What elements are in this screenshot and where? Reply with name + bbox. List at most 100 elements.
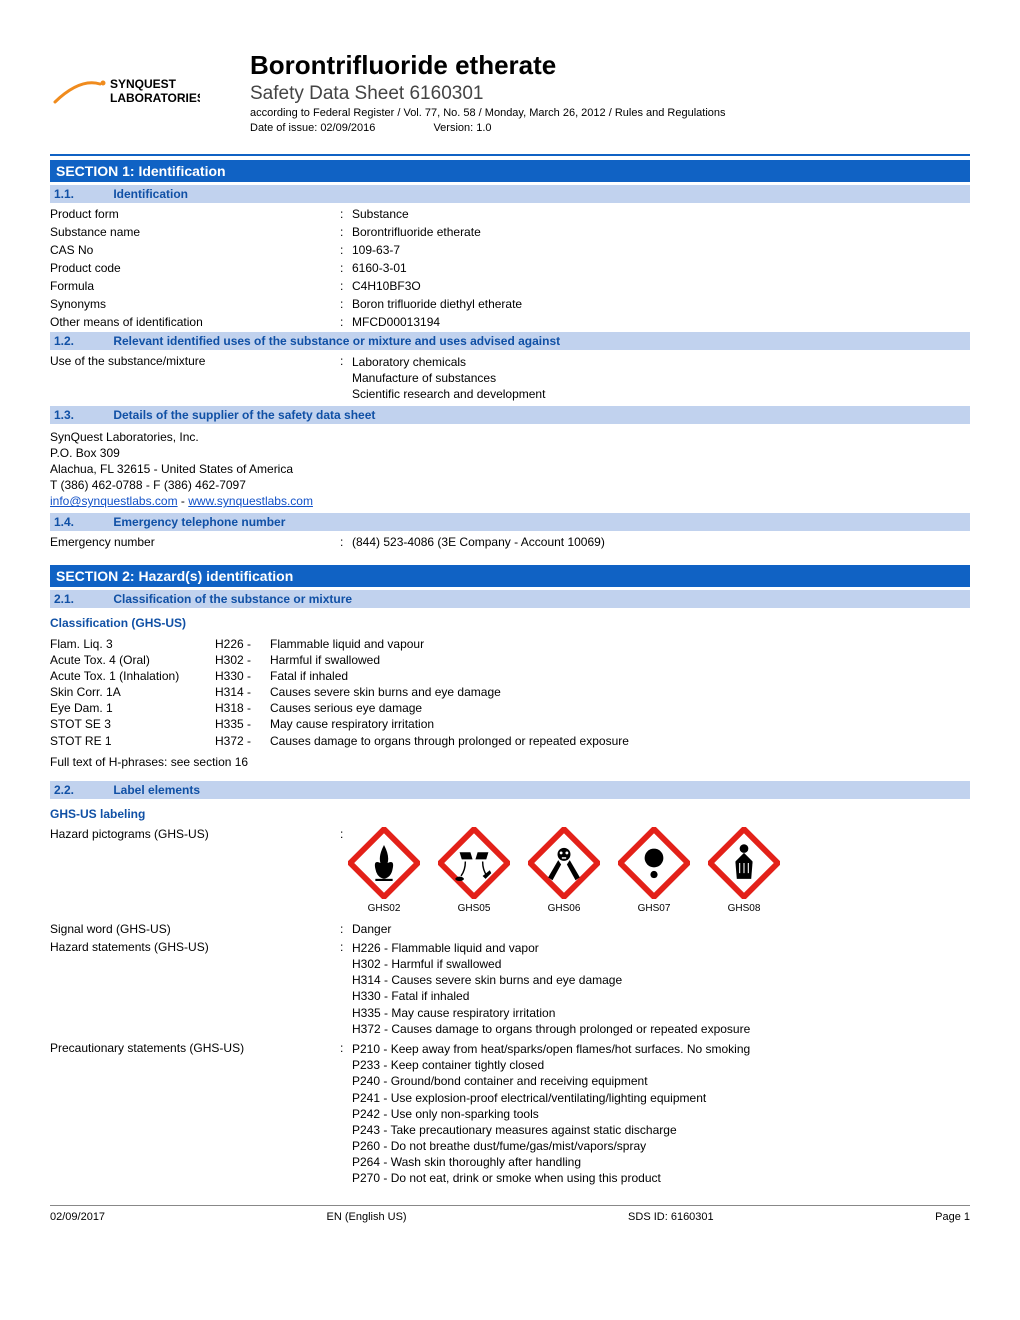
- subsection-2-2: 2.2. Label elements: [50, 781, 970, 799]
- row-product-code: Product code : 6160-3-01: [50, 261, 970, 275]
- hazard-statement: H226 - Flammable liquid and vapor: [352, 940, 970, 956]
- subsection-1-2: 1.2. Relevant identified uses of the sub…: [50, 332, 970, 350]
- row-pictograms: Hazard pictograms (GHS-US) : GHS02GHS05G…: [50, 827, 970, 914]
- classification-heading: Classification (GHS-US): [50, 616, 970, 630]
- classification-row: Flam. Liq. 3H226 -Flammable liquid and v…: [50, 636, 970, 652]
- issue-line: Date of issue: 02/09/2016 Version: 1.0: [250, 122, 970, 134]
- class-hcode: H226 -: [215, 636, 270, 652]
- class-category: STOT RE 1: [50, 733, 215, 749]
- footer-page: Page 1: [935, 1211, 970, 1223]
- row-substance-name: Substance name : Borontrifluoride ethera…: [50, 225, 970, 239]
- version: Version: 1.0: [433, 122, 491, 134]
- logo-block: SYNQUEST LABORATORIES: [50, 50, 250, 113]
- precautionary-statement: P242 - Use only non-sparking tools: [352, 1106, 970, 1122]
- pictogram-label: GHS07: [618, 903, 690, 914]
- class-desc: Causes serious eye damage: [270, 700, 422, 716]
- pictogram-ghs06: GHS06: [528, 827, 600, 914]
- hazard-statement: H335 - May cause respiratory irritation: [352, 1005, 970, 1021]
- class-category: STOT SE 3: [50, 716, 215, 732]
- class-category: Flam. Liq. 3: [50, 636, 215, 652]
- supplier-web-link[interactable]: www.synquestlabs.com: [188, 494, 313, 508]
- class-desc: Causes severe skin burns and eye damage: [270, 684, 501, 700]
- subsection-1-1: 1.1. Identification: [50, 185, 970, 203]
- row-synonyms: Synonyms : Boron trifluoride diethyl eth…: [50, 297, 970, 311]
- fulltext-note: Full text of H-phrases: see section 16: [50, 755, 970, 769]
- document-subtitle: Safety Data Sheet 6160301: [250, 83, 970, 105]
- pictogram-ghs02: GHS02: [348, 827, 420, 914]
- class-desc: Causes damage to organs through prolonge…: [270, 733, 629, 749]
- class-desc: Fatal if inhaled: [270, 668, 348, 684]
- class-category: Acute Tox. 4 (Oral): [50, 652, 215, 668]
- class-category: Acute Tox. 1 (Inhalation): [50, 668, 215, 684]
- precautionary-statement: P270 - Do not eat, drink or smoke when u…: [352, 1170, 970, 1186]
- row-product-form: Product form : Substance: [50, 207, 970, 221]
- label: Product form: [50, 207, 340, 221]
- row-hazard-statements: Hazard statements (GHS-US) : H226 - Flam…: [50, 940, 970, 1037]
- section-2-header: SECTION 2: Hazard(s) identification: [50, 565, 970, 587]
- row-emergency: Emergency number : (844) 523-4086 (3E Co…: [50, 535, 970, 549]
- class-desc: May cause respiratory irritation: [270, 716, 434, 732]
- precautionary-statement: P240 - Ground/bond container and receivi…: [352, 1073, 970, 1089]
- precautionary-statement: P260 - Do not breathe dust/fume/gas/mist…: [352, 1138, 970, 1154]
- ghs-pictogram-icon: [618, 827, 690, 899]
- issue-date: Date of issue: 02/09/2016: [250, 122, 375, 134]
- class-category: Eye Dam. 1: [50, 700, 215, 716]
- pictogram-label: GHS08: [708, 903, 780, 914]
- footer-lang: EN (English US): [327, 1211, 407, 1223]
- class-desc: Harmful if swallowed: [270, 652, 380, 668]
- classification-row: Skin Corr. 1AH314 -Causes severe skin bu…: [50, 684, 970, 700]
- pictogram-label: GHS05: [438, 903, 510, 914]
- logo-text-2: LABORATORIES: [110, 91, 200, 105]
- page-footer: 02/09/2017 EN (English US) SDS ID: 61603…: [50, 1205, 970, 1223]
- precautionary-statement: P241 - Use explosion-proof electrical/ve…: [352, 1090, 970, 1106]
- class-hcode: H302 -: [215, 652, 270, 668]
- ghs-pictogram-icon: [528, 827, 600, 899]
- hazard-statement: H302 - Harmful if swallowed: [352, 956, 970, 972]
- subsection-1-4: 1.4. Emergency telephone number: [50, 513, 970, 531]
- class-hcode: H318 -: [215, 700, 270, 716]
- document-header: SYNQUEST LABORATORIES Borontrifluoride e…: [50, 50, 970, 134]
- pictogram-label: GHS02: [348, 903, 420, 914]
- row-formula: Formula : C4H10BF3O: [50, 279, 970, 293]
- supplier-email-link[interactable]: info@synquestlabs.com: [50, 494, 178, 508]
- pictogram-ghs05: GHS05: [438, 827, 510, 914]
- regulation-line: according to Federal Register / Vol. 77,…: [250, 107, 970, 119]
- classification-row: Acute Tox. 1 (Inhalation)H330 -Fatal if …: [50, 668, 970, 684]
- precautionary-statement: P264 - Wash skin thoroughly after handli…: [352, 1154, 970, 1170]
- value: Substance: [352, 207, 970, 221]
- subsection-num: 1.1.: [54, 187, 110, 201]
- classification-row: STOT RE 1H372 -Causes damage to organs t…: [50, 733, 970, 749]
- title-block: Borontrifluoride etherate Safety Data Sh…: [250, 50, 970, 134]
- subsection-1-3: 1.3. Details of the supplier of the safe…: [50, 406, 970, 424]
- pictogram-ghs08: GHS08: [708, 827, 780, 914]
- class-desc: Flammable liquid and vapour: [270, 636, 424, 652]
- precautionary-statement: P243 - Take precautionary measures again…: [352, 1122, 970, 1138]
- class-hcode: H314 -: [215, 684, 270, 700]
- document-title: Borontrifluoride etherate: [250, 50, 970, 81]
- pictogram-ghs07: GHS07: [618, 827, 690, 914]
- row-other-id: Other means of identification : MFCD0001…: [50, 315, 970, 329]
- labeling-heading: GHS-US labeling: [50, 807, 970, 821]
- section-1-header: SECTION 1: Identification: [50, 160, 970, 182]
- row-cas-no: CAS No : 109-63-7: [50, 243, 970, 257]
- logo-swoosh-icon: SYNQUEST LABORATORIES: [50, 70, 200, 110]
- pictogram-row: GHS02 GHS05 GHS06 GHS07 GHS08: [348, 827, 970, 914]
- footer-date: 02/09/2017: [50, 1211, 105, 1223]
- footer-sds: SDS ID: 6160301: [628, 1211, 714, 1223]
- hazard-statement: H314 - Causes severe skin burns and eye …: [352, 972, 970, 988]
- classification-row: STOT SE 3H335 -May cause respiratory irr…: [50, 716, 970, 732]
- class-hcode: H335 -: [215, 716, 270, 732]
- ghs-pictogram-icon: [348, 827, 420, 899]
- classification-row: Acute Tox. 4 (Oral)H302 -Harmful if swal…: [50, 652, 970, 668]
- class-category: Skin Corr. 1A: [50, 684, 215, 700]
- hazard-statement: H330 - Fatal if inhaled: [352, 988, 970, 1004]
- row-use: Use of the substance/mixture : Laborator…: [50, 354, 970, 403]
- supplier-address: SynQuest Laboratories, Inc. P.O. Box 309…: [50, 429, 970, 510]
- logo-text-1: SYNQUEST: [110, 77, 177, 91]
- classification-row: Eye Dam. 1H318 -Causes serious eye damag…: [50, 700, 970, 716]
- row-precautionary-statements: Precautionary statements (GHS-US) : P210…: [50, 1041, 970, 1187]
- pictogram-label: GHS06: [528, 903, 600, 914]
- hazard-statement: H372 - Causes damage to organs through p…: [352, 1021, 970, 1037]
- subsection-2-1: 2.1. Classification of the substance or …: [50, 590, 970, 608]
- row-signal-word: Signal word (GHS-US) : Danger: [50, 922, 970, 936]
